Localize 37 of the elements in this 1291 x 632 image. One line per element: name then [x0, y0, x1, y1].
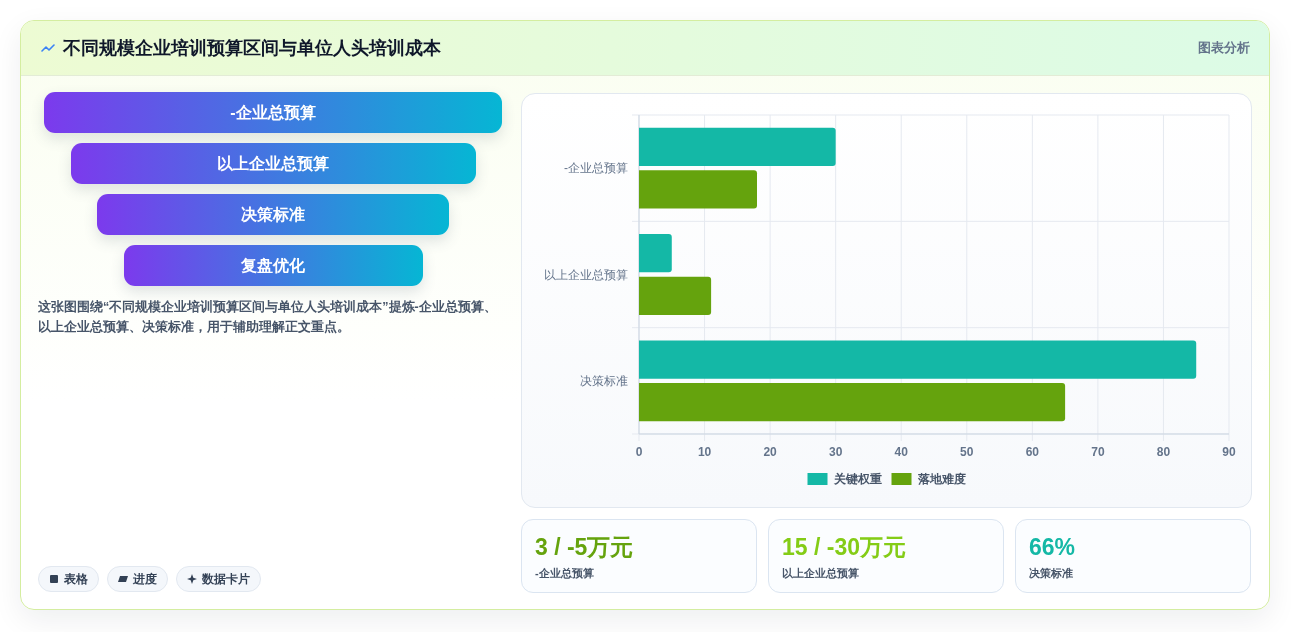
y-tick-label: 以上企业总预算 [544, 267, 628, 282]
x-tick-label: 10 [697, 445, 712, 459]
x-tick-label: 40 [894, 445, 909, 459]
text: 不同规模企业培训预算区间与单位人头培训成本 [63, 37, 441, 60]
text: 进度 [133, 571, 157, 587]
y-tick-label: 决策标准 [580, 373, 628, 388]
bar [639, 382, 1066, 422]
x-tick-label: 0 [635, 445, 643, 459]
text: 66% [1029, 533, 1076, 562]
x-tick-label: 30 [828, 445, 843, 459]
bar [639, 340, 1197, 379]
x-tick-label: 60 [1025, 445, 1040, 459]
x-tick-label: 50 [960, 445, 974, 459]
text: 数据卡片 [202, 572, 250, 587]
category-label: 以上企业总预算 [70, 143, 476, 184]
bar [639, 234, 672, 273]
bar [639, 127, 836, 167]
category-label: 复盘优化 [123, 245, 423, 286]
x-tick-label: 70 [1091, 445, 1105, 459]
bar [639, 276, 712, 315]
x-tick-label: 90 [1222, 445, 1236, 459]
category-label: -企业总预算 [44, 92, 502, 133]
x-tick-label: 20 [763, 445, 778, 459]
legend-label: 落地难度 [916, 472, 966, 486]
category-label: 以上企业总预算 [782, 566, 859, 581]
category-label: -企业总预算 [535, 566, 594, 581]
text: 15 / -30万元 [782, 533, 906, 562]
y-tick-label: -企业总预算 [564, 161, 628, 176]
category-label: 决策标准 [97, 194, 449, 235]
text: 图表分析 [1198, 39, 1250, 57]
text: 3 / -5万元 [535, 533, 634, 562]
text: 这张图围绕“不同规模企业培训预算区间与单位人头培训成本”提炼-企业总预算、以上企业总预算、决策标准，用于辅助理解正文重点。 [38, 299, 498, 336]
bar [639, 170, 757, 209]
legend-label: 关键权重 [832, 472, 882, 486]
text: 表格 [64, 572, 88, 587]
x-tick-label: 80 [1156, 445, 1171, 459]
category-label: 决策标准 [1029, 566, 1073, 581]
